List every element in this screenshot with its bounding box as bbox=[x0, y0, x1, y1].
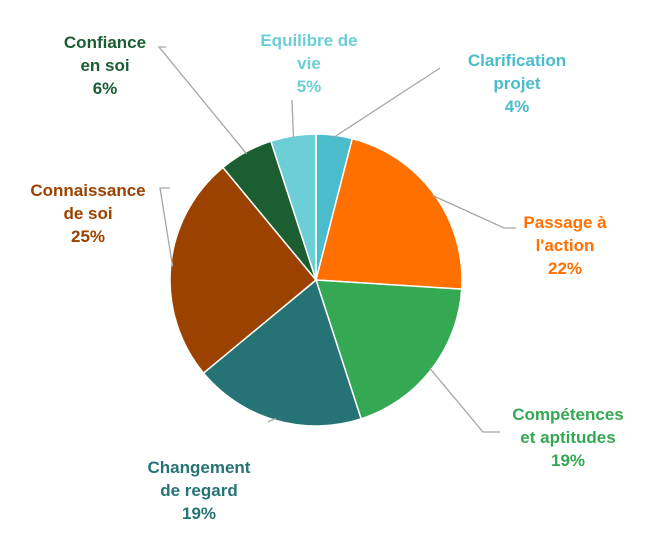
data-label-text: et aptitudes bbox=[520, 428, 615, 447]
data-label-text: de soi bbox=[63, 204, 112, 223]
data-label-text: de regard bbox=[160, 481, 237, 500]
data-label-3: Changement de regard 19% bbox=[148, 458, 251, 523]
data-label-5: Confiance en soi 6% bbox=[64, 33, 146, 98]
leader-line-4 bbox=[159, 187, 174, 267]
leader-line-3 bbox=[267, 417, 277, 423]
data-label-6: Equilibre de vie 5% bbox=[260, 31, 357, 96]
leader-line-1 bbox=[432, 194, 516, 229]
data-label-text: Compétences bbox=[512, 405, 623, 424]
data-label-text: Passage à bbox=[523, 213, 607, 232]
data-label-percent: 25% bbox=[71, 227, 105, 246]
data-label-text: Equilibre de bbox=[260, 31, 357, 50]
pie-slice-3 bbox=[202, 278, 363, 427]
leader-line-5 bbox=[157, 46, 248, 155]
data-label-percent: 5% bbox=[297, 77, 322, 96]
leader-line-0 bbox=[333, 67, 441, 138]
data-label-percent: 19% bbox=[182, 504, 216, 523]
leader-line-2 bbox=[429, 367, 500, 433]
data-label-0: Clarification projet 4% bbox=[468, 51, 566, 116]
leader-line-6 bbox=[291, 99, 295, 138]
data-label-percent: 22% bbox=[548, 259, 582, 278]
data-label-2: Compétences et aptitudes 19% bbox=[512, 405, 623, 470]
leader-lines-layer bbox=[157, 46, 516, 433]
data-label-percent: 19% bbox=[551, 451, 585, 470]
data-label-1: Passage à l'action 22% bbox=[523, 213, 607, 278]
data-label-percent: 6% bbox=[93, 79, 118, 98]
data-label-percent: 4% bbox=[505, 97, 530, 116]
data-label-text: en soi bbox=[80, 56, 129, 75]
pie-slice-1 bbox=[315, 137, 463, 290]
data-label-text: Confiance bbox=[64, 33, 146, 52]
data-label-text: l'action bbox=[536, 236, 595, 255]
data-label-text: Changement bbox=[148, 458, 251, 477]
data-label-text: projet bbox=[493, 74, 541, 93]
data-label-text: Clarification bbox=[468, 51, 566, 70]
slices-layer bbox=[169, 133, 463, 427]
data-label-text: vie bbox=[297, 54, 321, 73]
labels-layer: Clarification projet 4% Passage à l'action 22… bbox=[30, 31, 623, 523]
pie-slice-4 bbox=[169, 166, 318, 375]
data-label-text: Connaissance bbox=[30, 181, 145, 200]
data-label-4: Connaissance de soi 25% bbox=[30, 181, 145, 246]
